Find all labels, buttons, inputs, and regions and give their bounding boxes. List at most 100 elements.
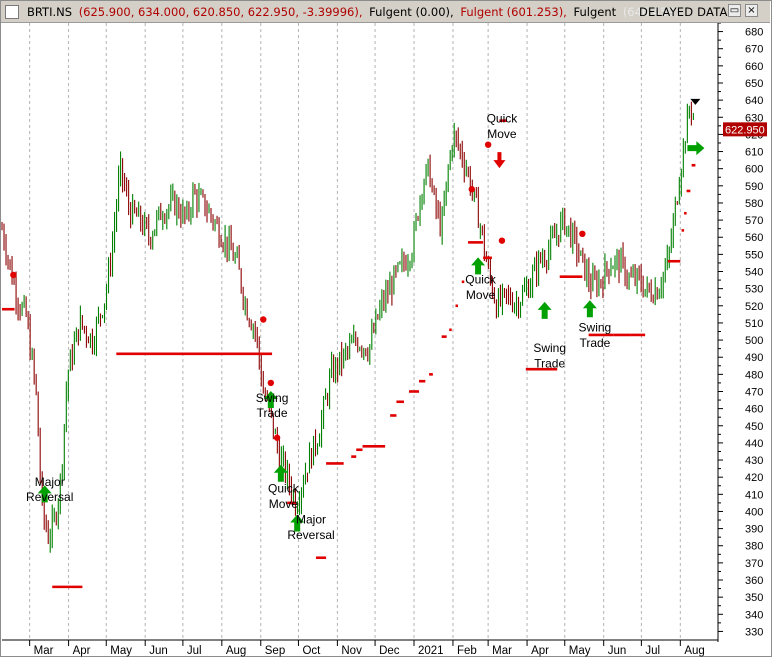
signal-dot	[273, 434, 281, 441]
x-tick-label: Mar	[34, 645, 54, 657]
x-tick-label: Dec	[379, 645, 400, 657]
x-tick-label: Aug	[684, 645, 704, 657]
x-tick-label: Jun	[149, 645, 168, 657]
sell-arrow-down	[690, 98, 701, 105]
y-tick-label: 630	[745, 112, 763, 124]
annotation-label: Swing	[256, 391, 289, 405]
price-bars	[1, 101, 694, 553]
y-tick-label: 500	[745, 335, 763, 347]
x-tick-label: Oct	[302, 645, 321, 657]
buy-arrow-up	[582, 300, 597, 318]
last-price-box	[723, 122, 767, 137]
annotation-label: Quick	[268, 482, 300, 496]
signal-dot	[267, 379, 275, 387]
buy-arrow-up	[37, 485, 52, 503]
y-tick-label: 650	[745, 78, 763, 90]
x-tick-label: Nov	[341, 645, 362, 657]
y-tick-label: 520	[745, 301, 763, 313]
annotation-label: Trade	[579, 336, 610, 350]
last-price-tag: 622.950	[723, 122, 767, 137]
close-icon[interactable]: ×	[745, 4, 758, 17]
x-tick-label: Apr	[531, 645, 549, 657]
y-tick-label: 550	[745, 249, 763, 261]
signal-dot	[579, 230, 586, 238]
signal-dot	[260, 316, 267, 323]
annotations: MajorReversalSwingTradeQuickMoveMajorRev…	[26, 111, 611, 541]
y-tick-label: 570	[745, 215, 763, 227]
y-tick-label: 670	[745, 44, 763, 56]
ohlc-values: (625.900, 634.000, 620.850, 622.950, -3.…	[78, 5, 363, 19]
y-tick-label: 420	[745, 472, 763, 484]
signal-dot	[468, 186, 475, 193]
annotation-label: Quick	[465, 273, 497, 287]
buy-arrow-up	[537, 301, 552, 319]
buy-arrow-up	[263, 391, 278, 409]
annotation-label: Swing	[533, 341, 566, 355]
annotation-label: Major	[296, 512, 326, 526]
indicator-1: Fulgent (0.00),	[369, 5, 454, 19]
x-tick-label: Jun	[608, 645, 627, 657]
y-tick-label: 400	[745, 506, 763, 518]
signal-dot	[498, 237, 506, 244]
x-tick-label: Apr	[73, 645, 91, 657]
x-tick-label: Jul	[187, 645, 202, 657]
annotation-label: Swing	[579, 321, 612, 335]
y-axis: 330 340 350 360 370 380 390 400 410 420 430 440 450 4…	[717, 22, 763, 642]
indicator-3-value: (646.459)	[622, 5, 680, 19]
y-tick-label: 480	[745, 369, 763, 381]
x-tick-label: May	[569, 645, 591, 657]
x-tick-label: Feb	[457, 645, 477, 657]
signal-dot	[10, 271, 17, 279]
annotation-label: Move	[466, 288, 496, 302]
y-tick-label: 430	[745, 455, 763, 467]
y-tick-label: 530	[745, 284, 763, 296]
indicator-3-name: Fulgent	[573, 5, 617, 19]
annotation-label: Move	[487, 127, 517, 141]
buy-arrow-up	[290, 514, 305, 532]
y-tick-label: 390	[745, 524, 763, 536]
y-tick-label: 470	[745, 386, 763, 398]
last-price-label: 622.950	[725, 124, 765, 136]
y-tick-label: 560	[745, 232, 763, 244]
annotation-label: Trade	[534, 356, 565, 370]
sell-arrow-down	[493, 152, 506, 169]
y-tick-label: 680	[745, 27, 763, 39]
stop-lines	[2, 119, 696, 589]
annotation-label: Move	[269, 497, 299, 511]
buy-arrow-up	[273, 464, 288, 482]
x-tick-label: Mar	[492, 645, 512, 657]
y-tick-label: 460	[745, 404, 763, 416]
y-tick-label: 330	[745, 626, 763, 638]
y-tick-label: 410	[745, 489, 763, 501]
grid-lines	[29, 23, 681, 640]
buy-arrow-right	[687, 141, 705, 156]
y-tick-label: 370	[745, 558, 763, 570]
y-tick-label: 350	[745, 592, 763, 604]
y-tick-label: 440	[745, 438, 763, 450]
y-tick-label: 600	[745, 164, 763, 176]
title-text: BRTI.NS (625.900, 634.000, 620.850, 622.…	[27, 5, 682, 19]
restore-icon[interactable]: ▭	[728, 4, 741, 17]
annotation-label: Trade	[257, 406, 288, 420]
y-tick-label: 510	[745, 318, 763, 330]
y-tick-label: 660	[745, 61, 763, 73]
y-tick-label: 340	[745, 609, 763, 621]
y-tick-label: 610	[745, 147, 763, 159]
signal-dot	[484, 141, 492, 148]
y-tick-label: 380	[745, 541, 763, 553]
annotation-label: Reversal	[26, 490, 73, 504]
signal-dots	[10, 141, 586, 441]
delayed-data-label: DELAYED DATA	[639, 5, 728, 19]
y-tick-label: 490	[745, 352, 763, 364]
buy-arrow-up	[471, 257, 486, 275]
symbol-label: BRTI.NS	[27, 5, 73, 19]
y-tick-label: 450	[745, 421, 763, 433]
window-menu-icon[interactable]	[5, 5, 19, 19]
signal-arrows	[37, 98, 705, 532]
x-tick-label: 2021	[418, 645, 444, 657]
x-tick-label: Sep	[265, 645, 285, 657]
title-bar: BRTI.NS (625.900, 634.000, 620.850, 622.…	[1, 1, 770, 23]
x-tick-label: Jul	[645, 645, 660, 657]
